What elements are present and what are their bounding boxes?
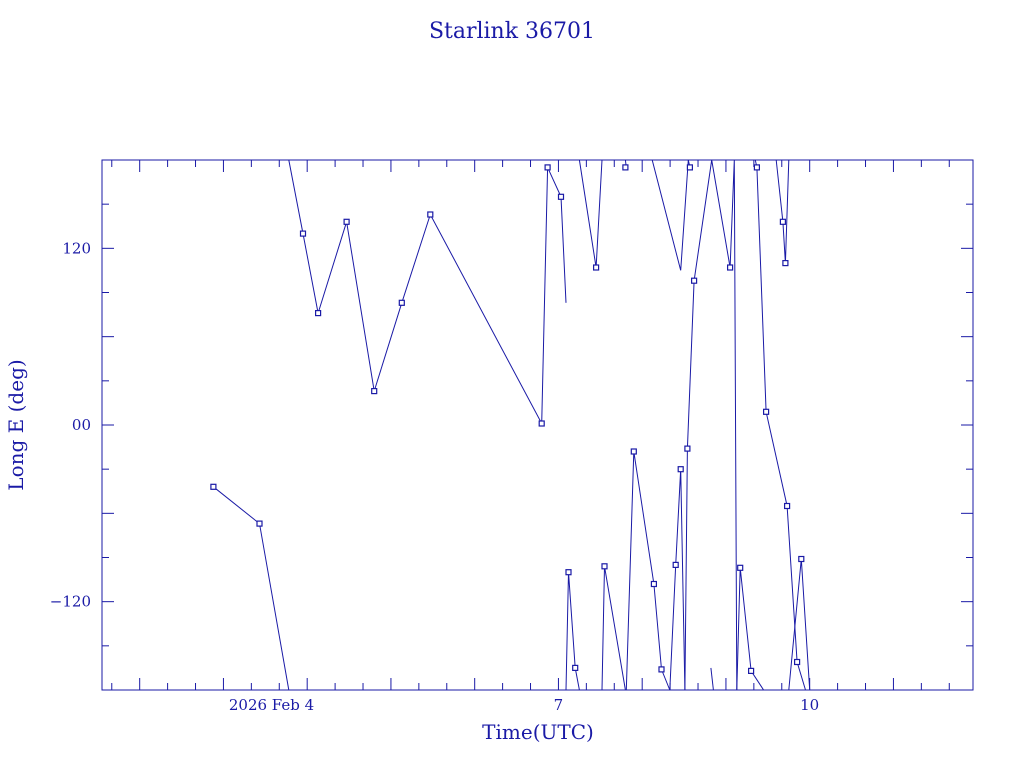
data-point bbox=[737, 564, 744, 571]
series-line-segment-7 bbox=[675, 469, 686, 691]
y-axis-label: Long E (deg) bbox=[4, 359, 28, 490]
series-line-segment-15 bbox=[756, 167, 806, 691]
data-point bbox=[684, 445, 691, 452]
series-line-segment-3 bbox=[578, 159, 603, 268]
axis-tick-labels: 2026 Feb 4 7 10 120 00 −120 bbox=[50, 239, 819, 714]
data-point bbox=[592, 264, 600, 271]
data-point bbox=[256, 520, 263, 527]
data-point bbox=[672, 561, 679, 569]
series-line-segment-4 bbox=[601, 566, 626, 691]
y-tick-label: 120 bbox=[62, 239, 91, 257]
data-point bbox=[210, 483, 217, 490]
data-point bbox=[793, 658, 801, 666]
data-point bbox=[544, 164, 551, 171]
x-tick-label: 10 bbox=[800, 696, 819, 714]
data-point bbox=[782, 260, 789, 267]
series-line-segment-6 bbox=[625, 451, 677, 691]
x-axis-label: Time(UTC) bbox=[482, 720, 594, 744]
data-point bbox=[658, 666, 665, 673]
data-point bbox=[747, 667, 755, 675]
data-point bbox=[690, 277, 698, 284]
y-tick-label: 00 bbox=[72, 416, 91, 434]
plot-area-frame bbox=[101, 159, 974, 691]
series-line-segment-8 bbox=[651, 159, 689, 271]
data-point bbox=[630, 448, 637, 455]
data-point bbox=[538, 420, 545, 427]
data-point bbox=[779, 218, 787, 225]
series-line-segment-10 bbox=[684, 159, 731, 691]
data-point bbox=[398, 299, 405, 306]
series-line-segment-1 bbox=[288, 159, 567, 426]
data-point bbox=[557, 193, 565, 200]
data-point bbox=[686, 164, 694, 171]
data-point bbox=[753, 164, 761, 171]
series-line-segment-13 bbox=[710, 667, 714, 691]
data-point bbox=[650, 580, 658, 588]
series-line-segment-16 bbox=[775, 159, 790, 264]
data-point bbox=[726, 264, 734, 271]
data-point bbox=[343, 218, 350, 225]
x-tick-label: 2026 Feb 4 bbox=[229, 696, 314, 714]
data-point bbox=[783, 502, 791, 510]
series-line-segment-2 bbox=[565, 572, 580, 691]
series-points bbox=[210, 164, 805, 675]
data-point bbox=[427, 211, 434, 218]
data-point bbox=[798, 555, 805, 563]
series-line-segment-11 bbox=[729, 159, 738, 691]
data-point bbox=[371, 388, 378, 395]
y-tick-label: −120 bbox=[50, 593, 91, 611]
data-point bbox=[299, 230, 307, 237]
data-point bbox=[622, 164, 629, 171]
series-line-segment-0 bbox=[213, 486, 290, 691]
series-lines bbox=[213, 159, 811, 691]
data-point bbox=[762, 408, 770, 415]
axis-ticks bbox=[102, 159, 973, 691]
x-tick-label: 7 bbox=[554, 696, 564, 714]
data-point bbox=[601, 563, 608, 570]
data-point bbox=[677, 466, 684, 473]
data-point bbox=[315, 310, 322, 317]
chart-title: Starlink 36701 bbox=[429, 19, 595, 44]
data-point bbox=[565, 569, 572, 576]
data-point bbox=[572, 664, 579, 672]
